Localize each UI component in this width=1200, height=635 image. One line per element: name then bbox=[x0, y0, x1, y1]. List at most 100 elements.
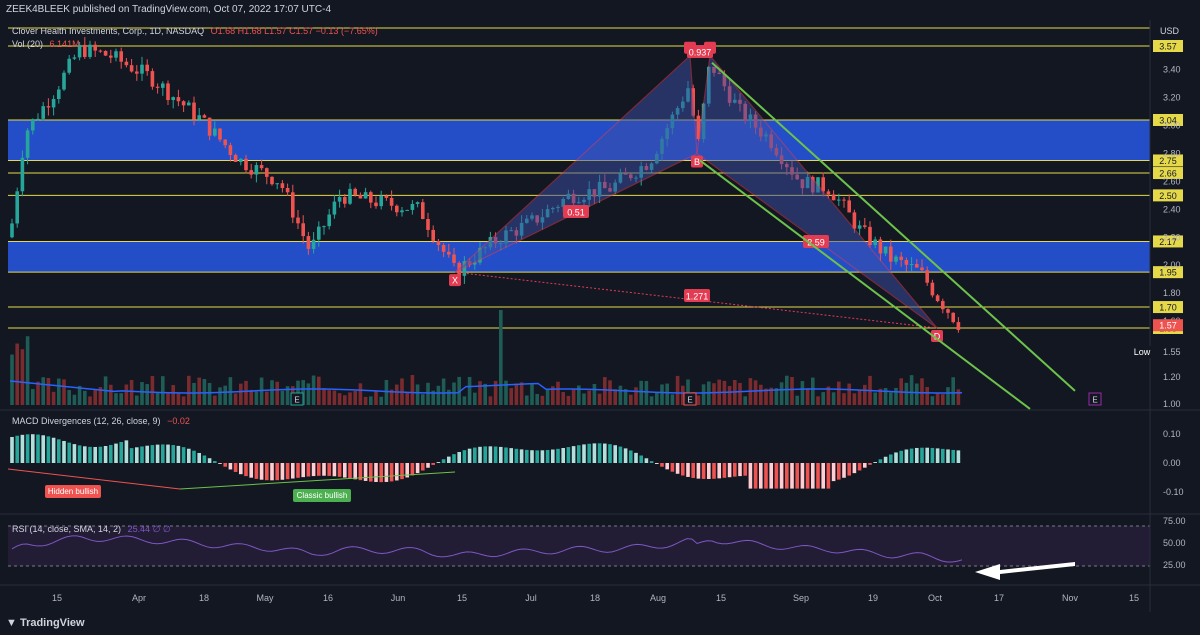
macd-bar-124 bbox=[655, 463, 659, 464]
candle-body-11 bbox=[67, 58, 71, 73]
macd-bar-161 bbox=[847, 463, 851, 476]
macd-bar-120 bbox=[634, 452, 638, 463]
candle-body-4 bbox=[31, 119, 35, 131]
tradingview-logo[interactable]: ▼ TradingView bbox=[6, 617, 85, 629]
candle-body-18 bbox=[103, 50, 108, 56]
candle-body-60 bbox=[322, 226, 326, 228]
macd-bar-145 bbox=[764, 463, 768, 489]
macd-bar-33 bbox=[181, 447, 186, 463]
event-marker-label-0: E bbox=[294, 396, 299, 405]
volume-bar-1 bbox=[15, 343, 19, 405]
macd-bar-43 bbox=[233, 463, 238, 472]
volume-bar-80 bbox=[426, 382, 430, 405]
macd-bar-76 bbox=[405, 463, 409, 478]
macd-bar-107 bbox=[566, 447, 571, 463]
macd-bar-38 bbox=[207, 458, 212, 463]
candle-body-22 bbox=[124, 61, 129, 66]
candle-body-132 bbox=[696, 115, 701, 140]
macd-bar-156 bbox=[821, 463, 825, 489]
candle-body-23 bbox=[129, 65, 134, 72]
candle-body-163 bbox=[857, 225, 862, 229]
candle-body-158 bbox=[831, 194, 836, 201]
volume-bar-120 bbox=[634, 387, 638, 405]
candle-body-78 bbox=[415, 202, 420, 204]
volume-bar-118 bbox=[623, 389, 628, 405]
macd-bar-65 bbox=[348, 463, 352, 479]
footer: ▼ TradingView bbox=[0, 612, 1200, 635]
macd-bar-14 bbox=[83, 446, 87, 463]
macd-bar-74 bbox=[395, 463, 399, 481]
volume-bar-71 bbox=[379, 396, 383, 405]
rsi-value: 25.44 ∅ ∅ bbox=[127, 524, 171, 534]
volume-bar-135 bbox=[712, 383, 716, 405]
macd-bar-21 bbox=[119, 442, 123, 463]
candle-body-28 bbox=[155, 86, 160, 88]
macd-bar-114 bbox=[603, 443, 607, 463]
candle-body-159 bbox=[837, 199, 841, 201]
level-label-1: 3.04 bbox=[1159, 115, 1177, 125]
macd-bar-97 bbox=[514, 448, 519, 463]
volume-bar-12 bbox=[72, 394, 77, 405]
macd-bar-18 bbox=[103, 445, 108, 463]
macd-bar-64 bbox=[343, 463, 347, 478]
volume-bar-175 bbox=[920, 378, 924, 405]
candle-body-24 bbox=[135, 71, 139, 74]
candle-body-64 bbox=[343, 197, 347, 204]
candle-body-69 bbox=[369, 192, 373, 203]
candle-body-71 bbox=[379, 195, 383, 207]
volume-bar-121 bbox=[639, 380, 643, 405]
last-price-label: 1.57 bbox=[1159, 321, 1177, 331]
volume-bar-163 bbox=[857, 390, 862, 405]
ratio-label-0: 0.51 bbox=[567, 208, 585, 218]
volume-bar-45 bbox=[244, 380, 248, 405]
macd-bar-82 bbox=[436, 462, 441, 463]
volume-bar-30 bbox=[166, 393, 170, 405]
candle-body-157 bbox=[826, 191, 831, 195]
volume-bar-127 bbox=[670, 394, 675, 405]
macd-bar-6 bbox=[41, 435, 45, 463]
macd-legend: MACD Divergences (12, 26, close, 9) −0.0… bbox=[12, 416, 190, 426]
volume-bar-129 bbox=[681, 385, 685, 405]
candle-body-42 bbox=[228, 145, 233, 155]
descending-channel bbox=[699, 62, 1076, 410]
volume-bar-79 bbox=[421, 394, 425, 405]
macd-bar-4 bbox=[31, 434, 35, 463]
volume-bar-168 bbox=[883, 388, 888, 405]
volume-bar-67 bbox=[358, 383, 363, 405]
volume-bar-19 bbox=[109, 384, 113, 405]
volume-bar-94 bbox=[499, 310, 503, 405]
macd-bar-95 bbox=[504, 447, 508, 463]
volume-bar-15 bbox=[88, 396, 92, 405]
price-tick-7: 2.00 bbox=[1163, 260, 1181, 270]
macd-bar-106 bbox=[561, 448, 565, 463]
macd-bar-168 bbox=[883, 456, 888, 463]
volume-bar-20 bbox=[114, 393, 118, 405]
level-label-5: 2.17 bbox=[1159, 237, 1177, 247]
price-tick-3: 2.80 bbox=[1163, 148, 1181, 158]
macd-bar-9 bbox=[57, 439, 61, 463]
macd-bar-60 bbox=[322, 463, 326, 476]
macd-bar-158 bbox=[831, 463, 836, 482]
macd-bar-167 bbox=[878, 459, 883, 463]
candle-body-32 bbox=[176, 97, 181, 102]
price-tick-8: 1.80 bbox=[1163, 288, 1181, 298]
volume-bar-125 bbox=[660, 384, 664, 405]
macd-bar-85 bbox=[452, 454, 456, 463]
macd-bar-127 bbox=[670, 463, 675, 472]
macd-bar-139 bbox=[733, 463, 737, 477]
volume-bar-13 bbox=[77, 385, 82, 405]
candle-body-81 bbox=[431, 229, 435, 241]
event-marker-0 bbox=[290, 392, 304, 406]
macd-bar-30 bbox=[166, 444, 170, 463]
macd-bar-99 bbox=[525, 449, 529, 463]
candle-body-85 bbox=[452, 254, 456, 263]
macd-bar-44 bbox=[239, 463, 243, 475]
candle-body-68 bbox=[363, 192, 368, 199]
macd-bar-163 bbox=[857, 463, 862, 471]
volume-bar-104 bbox=[551, 386, 555, 405]
macd-bar-25 bbox=[140, 446, 144, 463]
macd-bar-24 bbox=[135, 447, 139, 463]
pattern-xd-line bbox=[454, 271, 938, 329]
level-badge-4 bbox=[1153, 189, 1183, 202]
